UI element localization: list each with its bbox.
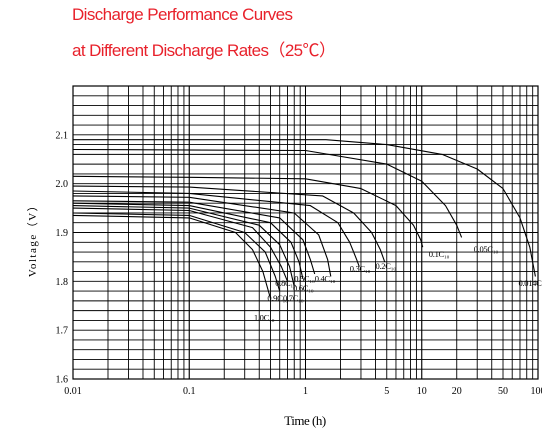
y-tick-label: 1.9 <box>56 228 69 239</box>
series-label-0.6C10: 0.6C₁₀ <box>293 283 314 293</box>
y-tick-label: 1.8 <box>56 277 69 288</box>
x-axis-label: Time (h) <box>284 413 326 428</box>
tick-labels: 0.01 0.1 1 5 10 20 50 100 1.6 1.7 1.8 1.9 2.0 2.1 <box>56 130 542 397</box>
curves <box>72 139 536 299</box>
x-tick-label: 1 <box>303 386 308 397</box>
chart-subtitle: at Different Discharge Rates（25℃） <box>72 41 336 60</box>
series-label-1.0C10: 1.0C₁₀ <box>254 312 275 322</box>
series-line-0.7C10 <box>72 205 295 287</box>
series-line-0.05C10 <box>72 148 463 238</box>
y-tick-label: 2.1 <box>56 130 69 141</box>
series-line-0.2C10 <box>72 185 386 262</box>
x-tick-label: 20 <box>452 386 462 397</box>
series-label-0.5C10: 0.5C₁₀ <box>294 273 315 283</box>
series-label-0.9C10: 0.9C₁₀ <box>267 293 288 303</box>
series-label-0.014C10: 0.014C₁₀ <box>519 278 542 288</box>
x-tick-label: 0.1 <box>183 386 196 397</box>
series-line-0.014C10 <box>73 139 536 277</box>
series-line-0.9C10 <box>72 212 281 292</box>
series-label-0.2C10: 0.2C₁₀ <box>376 261 397 271</box>
series-line-0.3C10 <box>72 190 360 267</box>
x-tick-label: 10 <box>417 386 427 397</box>
series-line-0.5C10 <box>72 200 316 275</box>
series-label-0.1C10: 0.1C₁₀ <box>429 249 450 259</box>
x-tick-label: 5 <box>384 386 389 397</box>
x-tick-label: 0.01 <box>64 386 82 397</box>
series-label-0.3C10: 0.3C₁₀ <box>350 264 371 274</box>
series-line-0.1C10 <box>72 175 424 248</box>
series-line-0.4C10 <box>72 195 332 277</box>
x-tick-label: 100 <box>531 386 542 397</box>
y-tick-label: 1.7 <box>56 326 69 337</box>
series-label-0.7C10: 0.7C₁₀ <box>283 293 304 303</box>
series-label-0.8C10: 0.8C₁₀ <box>275 278 296 288</box>
y-tick-label: 2.0 <box>56 179 69 190</box>
x-tick-label: 50 <box>498 386 508 397</box>
series-line-1.0C10 <box>72 214 272 299</box>
series-line-0.6C10 <box>72 202 304 280</box>
y-tick-label: 1.6 <box>56 375 69 386</box>
series-line-0.8C10 <box>72 207 289 282</box>
series-label-0.4C10: 0.4C₁₀ <box>315 273 336 283</box>
plot-frame <box>72 85 539 380</box>
chart-title: Discharge Performance Curves <box>72 5 293 24</box>
series-label-0.05C10: 0.05C₁₀ <box>474 244 499 254</box>
y-axis-label: Voltage（V） <box>26 199 39 277</box>
grid <box>72 85 539 380</box>
